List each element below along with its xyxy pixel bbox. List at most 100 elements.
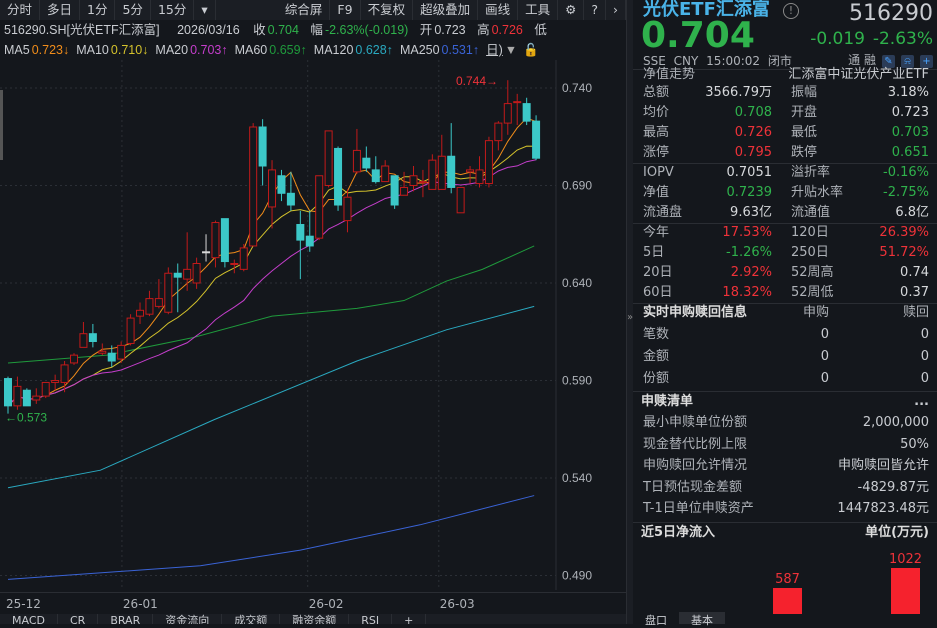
candle [371, 156, 380, 184]
divider [633, 223, 937, 224]
indicator-tab[interactable]: 资金流向 [153, 614, 223, 624]
stat-label: 今年 [643, 225, 670, 240]
ma-value: 0.703↑ [190, 43, 228, 57]
toolbar-button[interactable]: 工具 [518, 0, 559, 20]
stat-label: 最高 [643, 125, 670, 140]
stat-label: 开盘 [791, 105, 818, 120]
stat-value: 2.92% [730, 265, 772, 280]
period-dropdown-icon[interactable]: ▾ [194, 0, 216, 20]
gear-icon[interactable]: ⚙ [558, 0, 585, 20]
indicator-tab[interactable]: 成交额 [222, 614, 281, 624]
candle [220, 218, 229, 268]
stat-row: 均价 0.708 开盘 0.723 [643, 104, 929, 122]
stat-value: 0.7239 [726, 185, 773, 200]
security-code: 516290.SH[光伏ETF汇添富] [4, 23, 160, 37]
candle [192, 257, 201, 289]
price-change-pct: -2.63% [872, 29, 933, 49]
stat-label: 52周高 [791, 265, 834, 280]
redeem-value: 0 [920, 349, 929, 364]
stat-label: 5日 [643, 245, 665, 260]
candle [258, 119, 267, 186]
last-price: 0.704 [641, 15, 755, 56]
scrollbar[interactable] [0, 90, 3, 160]
inflow-value: 587 [775, 571, 800, 587]
ma-value: 0.531↑ [441, 43, 480, 57]
stat-row: 5日 -1.26% 250日 51.72% [643, 244, 929, 262]
ma-label: MA120 [313, 43, 354, 57]
stat-value: 6.8亿 [895, 205, 929, 220]
period-tab[interactable]: 多日 [40, 0, 81, 20]
period-tab[interactable]: 15分 [151, 0, 195, 20]
candle [456, 186, 465, 214]
toolbar-button[interactable]: 不复权 [361, 0, 414, 20]
indicator-tab[interactable]: RSI [349, 614, 393, 624]
period-tab[interactable]: 1分 [80, 0, 116, 20]
indicator-tab[interactable]: MACD [0, 614, 58, 624]
stat-label: 最低 [791, 125, 818, 140]
change-label: 幅 [310, 23, 323, 37]
stat-label: 溢折率 [791, 165, 831, 180]
indicator-tab[interactable]: BRAR [98, 614, 154, 624]
stat-label: 净值 [643, 185, 670, 200]
toolbar-button[interactable]: 综合屏 [278, 0, 331, 20]
subscribe-value: 0 [820, 371, 829, 386]
candlestick-chart[interactable]: 0.740 0.690 0.640 0.590 0.540 0.490 0.744→ ←0.5… [0, 60, 626, 590]
info-icon[interactable]: ! [783, 3, 799, 19]
x-axis: 25-12 26-01 26-02 26-03 [0, 592, 626, 614]
redeem-value: 0 [920, 371, 929, 386]
indicator-tab[interactable]: 融资余额 [280, 614, 350, 624]
stat-row: 今年 17.53% 120日 26.39% [643, 224, 929, 242]
stat-row: IOPV 0.7051 溢折率 -0.16% [643, 164, 929, 182]
period-label[interactable]: 日) [486, 43, 503, 57]
creation-value: 1447823.48元 [837, 501, 929, 516]
creation-value: 2,000,000 [862, 415, 929, 430]
toolbar-button[interactable]: F9 [330, 0, 361, 20]
toolbar-button[interactable]: 超级叠加 [413, 0, 479, 20]
y-tick-label: 0.540 [562, 471, 592, 485]
indicator-tab[interactable]: CR [58, 614, 99, 624]
stat-value: 9.63亿 [730, 205, 772, 220]
lock-icon[interactable]: 🔓 [523, 43, 539, 57]
ma-label: MA5 [4, 43, 30, 57]
more-button[interactable]: ... [914, 394, 929, 409]
candle [88, 323, 97, 348]
creation-row: 现金替代比例上限 50% [643, 436, 929, 454]
redeem-value: 0 [920, 327, 929, 342]
creation-label: 现金替代比例上限 [643, 436, 748, 452]
candle [230, 259, 239, 274]
panel-divider[interactable]: » [626, 0, 633, 624]
period-tab[interactable]: 5分 [115, 0, 151, 20]
rong-label[interactable]: 融 [863, 53, 876, 67]
stat-label: 250日 [791, 245, 829, 260]
candle [249, 123, 258, 247]
chevron-right-icon[interactable]: › [606, 0, 626, 20]
toolbar-button[interactable]: 画线 [478, 0, 519, 20]
creation-value: 申购赎回皆允许 [837, 458, 929, 473]
indicator-tab[interactable]: + [392, 614, 427, 624]
nav-trend-link[interactable]: 净值走势 [643, 67, 696, 82]
help-icon[interactable]: ? [584, 0, 606, 20]
expand-icon[interactable]: » [627, 312, 634, 323]
candle [296, 210, 305, 280]
stat-label: 涨停 [643, 145, 670, 160]
indicator-tabs: MACD CR BRAR 资金流向 成交额 融资余额 RSI + [0, 614, 626, 624]
inflow-title: 近5日净流入 [641, 525, 716, 540]
low-label: 低 [534, 23, 547, 37]
candle [32, 388, 41, 404]
candle [362, 146, 371, 172]
caret-down-icon[interactable]: ▼ [504, 43, 518, 57]
period-tab[interactable]: 分时 [0, 0, 41, 20]
candle [513, 93, 522, 126]
tong-label[interactable]: 通 [848, 53, 861, 67]
panel-tab[interactable]: 盘口 [645, 614, 667, 627]
y-tick-label: 0.640 [562, 276, 592, 290]
candle [136, 302, 145, 324]
panel-tab[interactable]: 基本 [679, 612, 725, 627]
stat-value: 17.53% [722, 225, 772, 240]
add-icon[interactable]: + [920, 55, 933, 68]
inflow-value: 1022 [888, 552, 923, 567]
creation-row: 最小申赎单位份额 2,000,000 [643, 414, 929, 432]
exchange: SSE [643, 54, 666, 68]
bell-icon[interactable]: ⍾ [901, 55, 914, 68]
edit-icon[interactable]: ✎ [882, 55, 895, 68]
